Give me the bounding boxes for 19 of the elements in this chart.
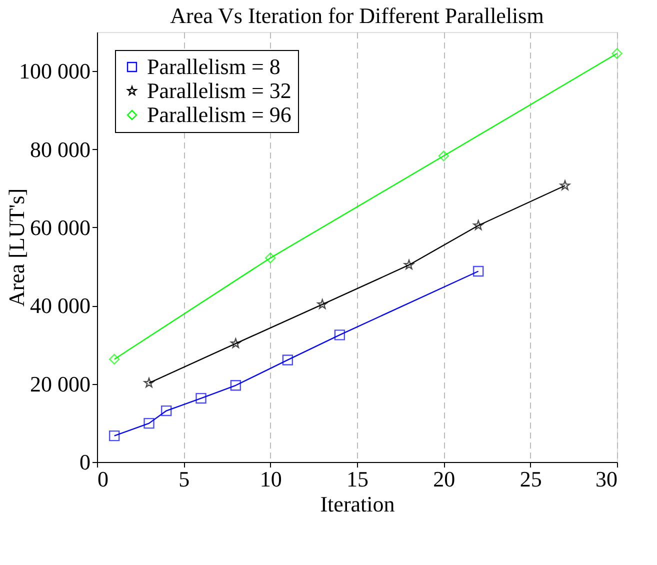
chart-title: Area Vs Iteration for Different Parallelism <box>170 3 544 28</box>
x-tick-label: 20 <box>433 466 456 492</box>
legend-label: Parallelism = 32 <box>147 78 292 103</box>
legend-label: Parallelism = 96 <box>147 102 292 127</box>
y-tick-label: 100 000 <box>19 58 90 84</box>
x-tick-label: 30 <box>596 466 618 492</box>
x-tick-label: 15 <box>346 466 368 492</box>
y-tick-label: 80 000 <box>30 136 90 162</box>
y-tick-label: 0 <box>80 450 90 474</box>
y-tick-label: 40 000 <box>30 293 90 318</box>
x-tick-label: 25 <box>520 466 542 492</box>
x-tick-label: 10 <box>260 466 282 492</box>
y-axis-title: Area [LUT's] <box>4 188 29 307</box>
legend-label: Parallelism = 8 <box>147 54 280 79</box>
x-tick-label: 5 <box>178 466 190 492</box>
x-axis-title: Iteration <box>320 492 395 516</box>
y-tick-label: 60 000 <box>30 214 90 240</box>
y-tick-label: 20 000 <box>30 371 90 396</box>
x-tick-label: 0 <box>98 466 108 492</box>
